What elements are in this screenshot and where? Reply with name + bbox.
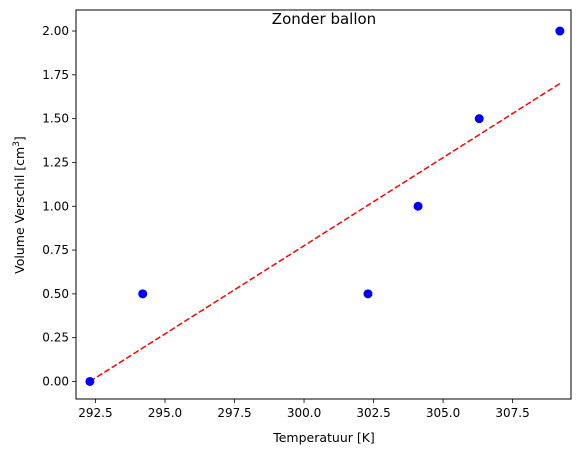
x-tick-label: 302.5 xyxy=(356,406,390,420)
y-tick-label: 0.75 xyxy=(42,243,69,257)
y-axis-label-main: Volume Verschil [cm xyxy=(12,147,27,274)
data-point xyxy=(138,289,148,299)
data-point xyxy=(413,201,423,211)
x-tick-label: 305.0 xyxy=(426,406,460,420)
x-tick-label: 297.5 xyxy=(217,406,251,420)
x-axis-label: Temperatuur [K] xyxy=(272,430,375,445)
y-tick-label: 0.25 xyxy=(42,331,69,345)
y-tick-label: 1.00 xyxy=(42,199,69,213)
data-point xyxy=(555,26,565,36)
x-tick-label: 295.0 xyxy=(148,406,182,420)
x-axis: 292.5 295.0 297.5 300.0 302.5 305.0 307.5 xyxy=(78,399,530,420)
y-axis-label-end: ] xyxy=(12,136,27,141)
y-tick-label: 0.00 xyxy=(42,374,69,388)
y-tick-label: 1.75 xyxy=(42,68,69,82)
y-axis-label: Volume Verschil [cm3] xyxy=(12,136,27,274)
plot-area xyxy=(85,26,565,386)
y-tick-label: 1.50 xyxy=(42,112,69,126)
x-tick-label: 292.5 xyxy=(78,406,112,420)
y-tick-label: 0.50 xyxy=(42,287,69,301)
y-axis-label-superscript: 3 xyxy=(12,141,22,147)
fit-line xyxy=(89,82,561,383)
x-tick-label: 307.5 xyxy=(495,406,529,420)
data-point xyxy=(474,114,484,124)
y-tick-label: 2.00 xyxy=(42,24,69,38)
data-point xyxy=(85,376,95,386)
data-point xyxy=(363,289,373,299)
x-tick-label: 300.0 xyxy=(287,406,321,420)
y-axis: 0.00 0.25 0.50 0.75 1.00 1.25 1.50 1.75 2.00 xyxy=(42,24,76,388)
chart-title: Zonder ballon xyxy=(272,10,376,28)
y-tick-label: 1.25 xyxy=(42,155,69,169)
plot-frame xyxy=(75,9,572,400)
